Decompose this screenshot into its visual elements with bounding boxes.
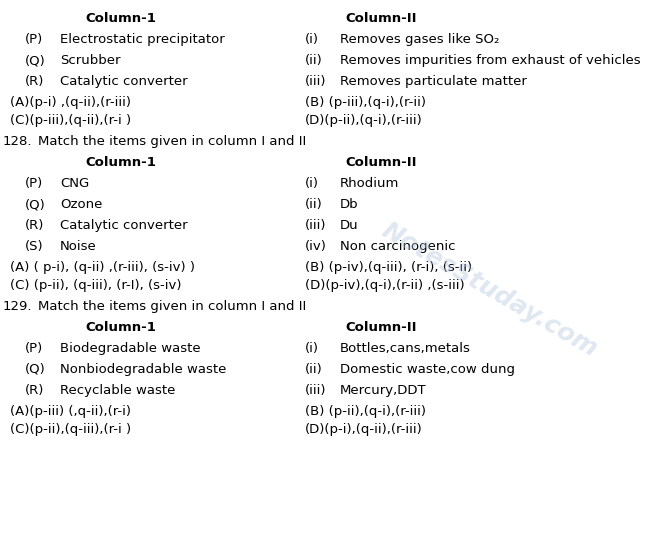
Text: Removes particulate matter: Removes particulate matter <box>340 75 527 88</box>
Text: Noise: Noise <box>60 240 97 253</box>
Text: Match the items given in column I and II: Match the items given in column I and II <box>38 300 307 313</box>
Text: (B) (p-iii),(q-i),(r-ii): (B) (p-iii),(q-i),(r-ii) <box>305 96 426 109</box>
Text: Column-II: Column-II <box>345 156 417 169</box>
Text: (A)(p-i) ,(q-ii),(r-iii): (A)(p-i) ,(q-ii),(r-iii) <box>10 96 131 109</box>
Text: Match the items given in column I and II: Match the items given in column I and II <box>38 135 307 148</box>
Text: Mercury,DDT: Mercury,DDT <box>340 384 426 397</box>
Text: (i): (i) <box>305 177 319 190</box>
Text: (C)(p-ii),(q-iii),(r-i ): (C)(p-ii),(q-iii),(r-i ) <box>10 423 131 436</box>
Text: (R): (R) <box>25 219 45 232</box>
Text: Biodegradable waste: Biodegradable waste <box>60 342 200 355</box>
Text: Removes gases like SO₂: Removes gases like SO₂ <box>340 33 499 46</box>
Text: 128.: 128. <box>3 135 33 148</box>
Text: Scrubber: Scrubber <box>60 54 121 67</box>
Text: (iii): (iii) <box>305 384 326 397</box>
Text: Nonbiodegradable waste: Nonbiodegradable waste <box>60 363 227 376</box>
Text: (Q): (Q) <box>25 54 46 67</box>
Text: (A)(p-iii) (,q-ii),(r-i): (A)(p-iii) (,q-ii),(r-i) <box>10 405 131 418</box>
Text: (D)(p-ii),(q-i),(r-iii): (D)(p-ii),(q-i),(r-iii) <box>305 114 422 127</box>
Text: (i): (i) <box>305 342 319 355</box>
Text: NotesStuday.com: NotesStuday.com <box>378 219 602 362</box>
Text: (ii): (ii) <box>305 363 323 376</box>
Text: Rhodium: Rhodium <box>340 177 400 190</box>
Text: Bottles,cans,metals: Bottles,cans,metals <box>340 342 471 355</box>
Text: Column-II: Column-II <box>345 321 417 334</box>
Text: (ii): (ii) <box>305 54 323 67</box>
Text: Column-II: Column-II <box>345 12 417 25</box>
Text: (R): (R) <box>25 384 45 397</box>
Text: CNG: CNG <box>60 177 89 190</box>
Text: (C)(p-iii),(q-ii),(r-i ): (C)(p-iii),(q-ii),(r-i ) <box>10 114 131 127</box>
Text: (D)(p-i),(q-ii),(r-iii): (D)(p-i),(q-ii),(r-iii) <box>305 423 422 436</box>
Text: (i): (i) <box>305 33 319 46</box>
Text: Du: Du <box>340 219 359 232</box>
Text: Column-1: Column-1 <box>85 321 156 334</box>
Text: (A) ( p-i), (q-ii) ,(r-iii), (s-iv) ): (A) ( p-i), (q-ii) ,(r-iii), (s-iv) ) <box>10 261 195 274</box>
Text: Recyclable waste: Recyclable waste <box>60 384 176 397</box>
Text: (Q): (Q) <box>25 363 46 376</box>
Text: (iii): (iii) <box>305 75 326 88</box>
Text: Non carcinogenic: Non carcinogenic <box>340 240 455 253</box>
Text: (iv): (iv) <box>305 240 327 253</box>
Text: (S): (S) <box>25 240 44 253</box>
Text: Db: Db <box>340 198 359 211</box>
Text: (P): (P) <box>25 33 43 46</box>
Text: Column-1: Column-1 <box>85 12 156 25</box>
Text: (R): (R) <box>25 75 45 88</box>
Text: 129.: 129. <box>3 300 33 313</box>
Text: Ozone: Ozone <box>60 198 102 211</box>
Text: Domestic waste,cow dung: Domestic waste,cow dung <box>340 363 515 376</box>
Text: (P): (P) <box>25 177 43 190</box>
Text: Catalytic converter: Catalytic converter <box>60 75 187 88</box>
Text: Electrostatic precipitator: Electrostatic precipitator <box>60 33 225 46</box>
Text: (ii): (ii) <box>305 198 323 211</box>
Text: Catalytic converter: Catalytic converter <box>60 219 187 232</box>
Text: (B) (p-ii),(q-i),(r-iii): (B) (p-ii),(q-i),(r-iii) <box>305 405 426 418</box>
Text: (iii): (iii) <box>305 219 326 232</box>
Text: (P): (P) <box>25 342 43 355</box>
Text: (Q): (Q) <box>25 198 46 211</box>
Text: (D)(p-iv),(q-i),(r-ii) ,(s-iii): (D)(p-iv),(q-i),(r-ii) ,(s-iii) <box>305 279 464 292</box>
Text: Removes impurities from exhaust of vehicles: Removes impurities from exhaust of vehic… <box>340 54 641 67</box>
Text: (C) (p-ii), (q-iii), (r-I), (s-iv): (C) (p-ii), (q-iii), (r-I), (s-iv) <box>10 279 181 292</box>
Text: (B) (p-iv),(q-iii), (r-i), (s-ii): (B) (p-iv),(q-iii), (r-i), (s-ii) <box>305 261 472 274</box>
Text: Column-1: Column-1 <box>85 156 156 169</box>
